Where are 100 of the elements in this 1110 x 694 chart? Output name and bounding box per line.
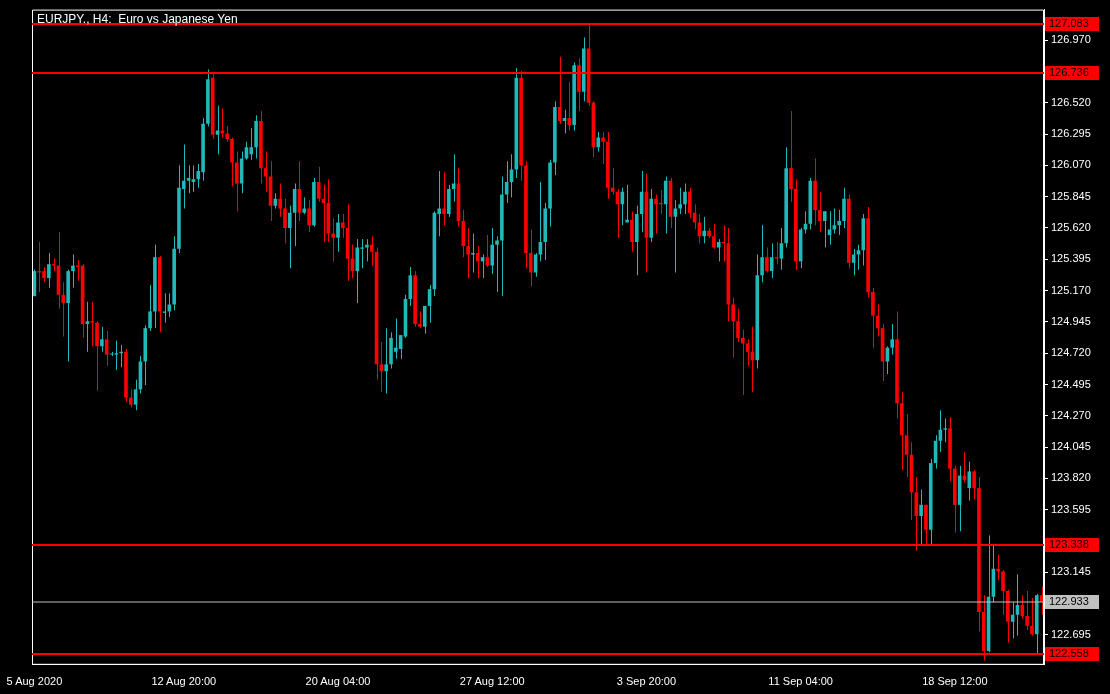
y-tick-label: 126.520 [1051,95,1091,108]
y-tick-label: 124.720 [1051,346,1091,359]
candlestick [760,224,764,283]
candlestick [827,210,832,246]
x-tick-label: 3 Sep 20:00 [616,675,677,688]
y-tick-label: 123.820 [1051,471,1091,484]
y-tick-label: 123.145 [1051,565,1091,578]
candlestick [90,301,95,347]
ref-line-label: 126.736 [1049,66,1089,79]
candlestick [687,187,692,219]
candlestick [191,164,196,193]
candlestick [408,266,413,307]
x-tick-label: 27 Aug 12:00 [459,675,525,688]
candlestick [1025,590,1029,631]
candlestick [562,109,567,134]
candlestick [162,292,167,324]
candlestick [355,238,360,304]
candlestick [288,205,292,269]
y-tick-label: 124.045 [1051,440,1091,453]
candlestick [466,227,470,279]
candlestick [967,461,972,502]
x-tick-label: 11 Sep 04:00 [768,675,833,688]
candlestick [263,150,268,193]
candlestick [837,209,841,236]
candlestick [100,326,104,353]
y-tick-label: 126.970 [1051,33,1091,46]
candlestick [475,245,480,279]
y-tick-label: 124.270 [1051,408,1091,421]
y-tick-label: 123.595 [1051,502,1091,515]
candlestick [716,238,721,262]
candlestick [871,287,875,349]
candlestick [712,223,716,250]
candlestick [736,308,740,343]
candlestick [490,227,495,275]
candlestick [283,198,287,244]
candlestick [336,213,340,253]
candlestick [85,301,90,353]
x-tick-label: 5 Aug 2020 [6,675,63,688]
x-tick-label: 20 Aug 04:00 [305,675,371,688]
ref-line-label: 127.083 [1049,17,1089,30]
candlestick [104,330,109,367]
candlestick [528,228,533,287]
x-tick-label: 18 Sep 12:00 [922,675,988,688]
ref-line-label: 122.558 [1049,647,1089,660]
candlestick [683,182,687,215]
y-tick-label: 122.695 [1051,627,1091,640]
candlestick [1001,569,1005,616]
candlestick [596,131,601,152]
candlestick [442,171,446,226]
candlestick [71,253,75,289]
candlestick [341,213,345,239]
y-tick-label: 126.295 [1051,127,1091,140]
candlestick [451,153,456,203]
ref-line-label: 123.338 [1049,538,1089,551]
candlestick [774,241,779,265]
y-tick-label: 124.495 [1051,377,1091,390]
candlestick [278,182,282,218]
candlestick [765,246,769,274]
x-tick-label: 12 Aug 20:00 [151,675,217,688]
candlestick [818,191,822,233]
candlestick [996,554,1001,581]
candlestick [307,199,311,233]
ref-line-label: 122.933 [1049,595,1089,608]
candlestick [745,338,750,367]
candlestick [485,234,490,268]
candlestick [919,489,923,546]
candlestick [943,418,948,443]
candlestick [972,469,976,500]
candlestick [789,110,793,203]
candlestick [741,329,745,396]
candlestick [37,241,42,293]
candlestick [851,248,856,276]
candlestick [148,284,152,332]
candlestick [663,176,668,235]
candlestick [1030,597,1034,637]
candlestick [495,235,499,293]
candlestick [822,210,827,248]
candlestick [890,323,895,356]
candlestick [731,297,735,358]
candlestick [875,304,880,337]
candlestick [678,187,682,215]
candlestick [702,216,707,244]
candlestick [230,137,234,187]
candlestick [610,167,615,196]
candlestick [235,150,239,212]
candlestick [95,320,99,392]
candlestick [186,164,191,194]
candlestick [249,127,254,161]
y-tick-label: 125.170 [1051,283,1091,296]
candlestick [331,217,335,262]
candlestick [47,252,51,289]
candlestick [316,166,321,203]
candlestick [601,131,605,165]
candlestick [128,388,133,408]
y-tick-label: 126.070 [1051,158,1091,171]
y-tick-label: 125.845 [1051,189,1091,202]
y-tick-label: 125.620 [1051,221,1091,234]
y-tick-label: 125.395 [1051,252,1091,265]
candlestick [630,210,634,253]
candlestick [369,235,374,267]
